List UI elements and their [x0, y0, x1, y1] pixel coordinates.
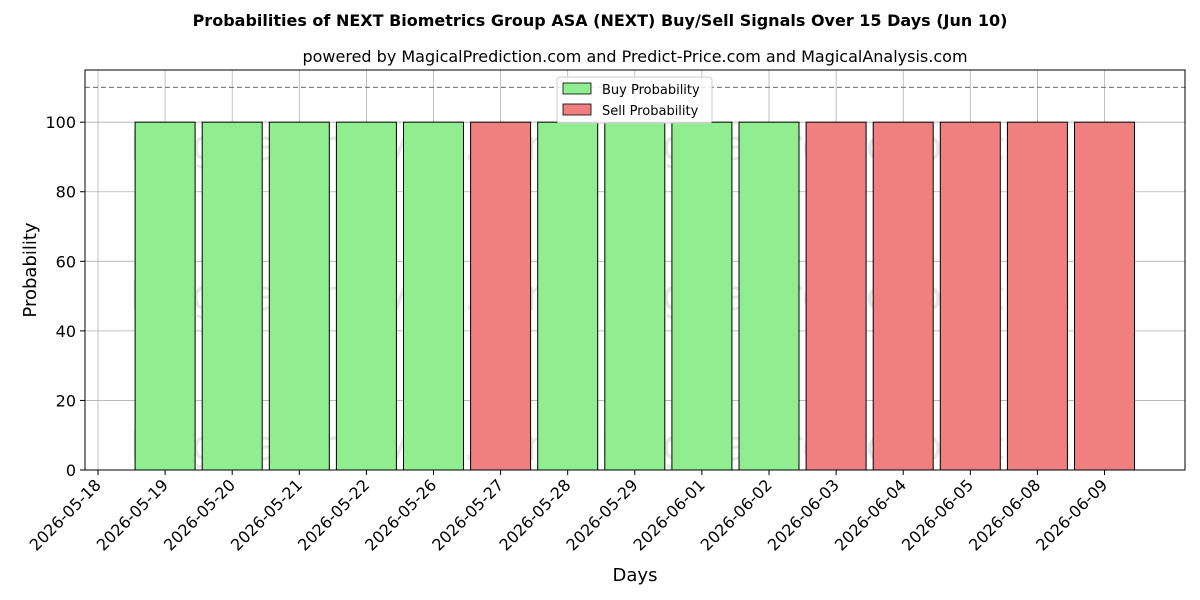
- bar-buy-2026-05-20: [201, 121, 263, 471]
- bar-buy-2026-05-19: [134, 121, 196, 471]
- x-tick-label: 2026-06-09: [1032, 475, 1111, 554]
- legend-box: [556, 76, 713, 124]
- bar-sell-2026-06-09: [1074, 121, 1135, 471]
- bar-buy-2026-05-28: [537, 121, 599, 471]
- bar-buy-2026-05-21: [268, 121, 330, 471]
- legend-label-buy: Buy Probability: [602, 83, 700, 98]
- chart-title: Probabilities of NEXT Biometrics Group A…: [193, 11, 1008, 30]
- y-tick-label: 60: [56, 252, 76, 271]
- y-tick-label: 20: [56, 391, 76, 410]
- bar-sell-2026-06-05: [939, 121, 1001, 471]
- chart-subtitle: powered by MagicalPrediction.com and Pre…: [302, 47, 967, 66]
- legend-swatch-buy: [562, 82, 592, 95]
- x-axis-label: Days: [613, 565, 658, 586]
- bar-sell-2026-06-03: [805, 121, 867, 471]
- bar-series: [134, 121, 1135, 471]
- y-tick-label: 0: [66, 461, 76, 480]
- bar-sell-2026-05-27: [470, 121, 532, 471]
- y-tick-label: 40: [56, 322, 76, 341]
- y-axis: 0 20 40 60 80 100: [45, 113, 85, 480]
- bar-sell-2026-06-04: [872, 121, 934, 471]
- bar-buy-2026-05-26: [403, 121, 464, 471]
- legend-label-sell: Sell Probability: [602, 104, 699, 119]
- x-axis: 2026-05-182026-05-192026-05-202026-05-21…: [26, 470, 1111, 555]
- bar-buy-2026-06-01: [671, 121, 733, 471]
- y-tick-label: 100: [45, 113, 76, 132]
- y-axis-label: Probability: [20, 222, 41, 317]
- bar-buy-2026-05-22: [335, 121, 397, 471]
- legend: Buy Probability Sell Probability: [556, 76, 713, 124]
- bar-buy-2026-05-29: [604, 121, 666, 471]
- bar-buy-2026-06-02: [738, 121, 800, 471]
- y-tick-label: 80: [56, 183, 76, 202]
- legend-swatch-sell: [562, 103, 592, 116]
- bar-sell-2026-06-08: [1006, 121, 1068, 471]
